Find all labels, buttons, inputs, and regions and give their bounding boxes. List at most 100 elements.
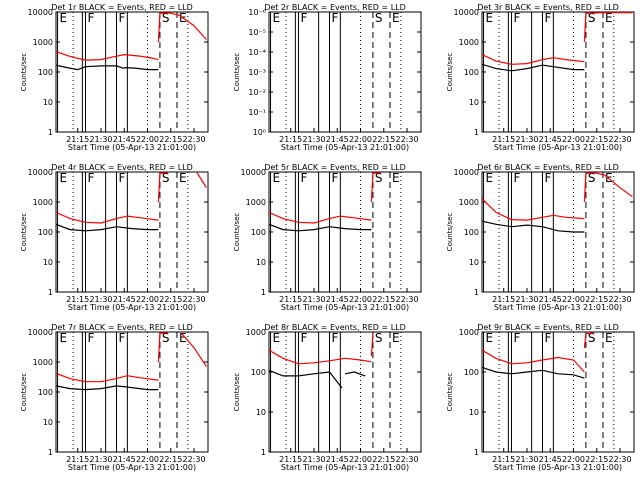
y-tick-label: 10 [43,98,53,107]
y-axis-label: Counts/sec [233,53,241,92]
x-tick-label: 22:15 [372,135,395,144]
marker-label-E: E [486,331,494,345]
plot-frame [55,331,209,453]
series-lld-line [181,333,207,367]
y-tick-label: 100 [38,68,53,77]
plot-frame [268,171,422,293]
x-axis-label: Start Time (05-Apr-13 21:01:00) [68,463,196,472]
y-tick-label: 10⁻³ [248,68,266,77]
x-tick-label: 21:45 [326,295,349,304]
series-lld-line [269,349,372,365]
y-tick-label: 10⁻² [248,88,266,97]
panel-title: Det 9r BLACK = Events, RED = LLD [477,323,619,332]
marker-label-F: F [544,171,551,185]
marker-label-E: E [392,331,400,345]
panel-det-4: Det 4r BLACK = Events, RED = LLD 1 10 100 10… [20,163,209,312]
y-axis-label: Counts/sec [446,213,454,252]
series-lld-line [157,332,168,363]
marker-label-S: S [588,11,596,25]
y-tick-label: 1000 [33,198,53,207]
x-tick-label: 22:00 [562,135,585,144]
y-axis-label: Counts/sec [233,373,241,412]
marker-label-S: S [588,331,596,345]
y-tick-label: 10⁻¹ [248,108,266,117]
x-tick-label: 21:45 [326,455,349,464]
series-lld-line [269,211,372,224]
series-lld-line [56,372,159,383]
x-tick-label: 21:30 [302,135,325,144]
panel-det-1: Det 1r BLACK = Events, RED = LLD 1 10 100 10… [20,3,209,152]
x-tick-label: 22:00 [349,455,372,464]
marker-label-E: E [273,171,281,185]
x-tick-label: 21:45 [113,455,136,464]
marker-label-F: F [300,171,307,185]
series-events-line [344,371,366,377]
marker-label-F: F [544,11,551,25]
marker-label-F: F [331,11,338,25]
x-tick-label: 21:45 [539,135,562,144]
y-tick-label: 10000 [454,168,479,177]
panel-det-8: Det 8r BLACK = Events, RED = LLD 1 10 100 10… [233,323,422,472]
series-lld-line [196,172,207,189]
x-axis-label: Start Time (05-Apr-13 21:01:00) [68,143,196,152]
panel-det-6: Det 6r BLACK = Events, RED = LLD 1 10 100 10… [446,163,635,312]
y-tick-label: 10 [256,258,266,267]
y-tick-label: 10 [43,418,53,427]
marker-label-F: F [300,331,307,345]
y-axis-label: Counts/sec [446,373,454,412]
x-tick-label: 21:30 [89,135,112,144]
x-tick-label: 22:15 [159,455,182,464]
panel-det-2: Det 2r BLACK = Events, RED = LLD 10⁰ 10⁻¹ 1… [233,3,422,152]
marker-label-E: E [605,331,613,345]
y-axis-label: Counts/sec [20,213,28,252]
x-tick-label: 21:30 [89,455,112,464]
plot-frame [481,11,635,133]
marker-label-E: E [60,171,68,185]
y-axis-label: Counts/sec [446,53,454,92]
x-tick-label: 21:15 [492,455,515,464]
marker-label-E: E [273,331,281,345]
x-axis-label: Start Time (05-Apr-13 21:01:00) [281,143,409,152]
y-tick-label: 100 [251,368,266,377]
x-tick-label: 22:00 [349,295,372,304]
plot-frame [268,331,422,453]
marker-label-S: S [375,171,383,185]
x-tick-label: 21:15 [66,295,89,304]
series-lld-line [157,12,207,43]
y-tick-label: 1 [48,128,53,137]
y-tick-label: 10000 [28,8,53,17]
y-tick-label: 1000 [246,198,266,207]
y-tick-label: 1 [474,448,479,457]
x-tick-label: 22:30 [396,455,419,464]
y-tick-label: 10 [469,98,479,107]
marker-label-F: F [87,171,94,185]
marker-label-E: E [486,11,494,25]
y-tick-label: 100 [464,228,479,237]
panel-title: Det 7r BLACK = Events, RED = LLD [51,323,193,332]
x-tick-label: 22:00 [136,455,159,464]
y-tick-label: 10⁻⁵ [248,28,266,37]
series-lld-line [370,333,374,357]
x-axis-label: Start Time (05-Apr-13 21:01:00) [281,463,409,472]
x-tick-label: 22:15 [372,295,395,304]
marker-label-E: E [273,11,281,25]
x-tick-label: 22:30 [609,135,632,144]
marker-label-F: F [513,171,520,185]
x-tick-label: 22:15 [585,295,608,304]
marker-label-E: E [179,331,187,345]
marker-label-F: F [87,11,94,25]
x-axis-label: Start Time (05-Apr-13 21:01:00) [68,303,196,312]
x-tick-label: 22:00 [562,295,585,304]
x-tick-label: 22:30 [609,455,632,464]
series-lld-line [482,349,585,373]
marker-label-S: S [162,11,170,25]
marker-label-F: F [118,11,125,25]
x-tick-label: 21:30 [515,455,538,464]
x-tick-label: 21:30 [515,295,538,304]
marker-label-E: E [605,11,613,25]
